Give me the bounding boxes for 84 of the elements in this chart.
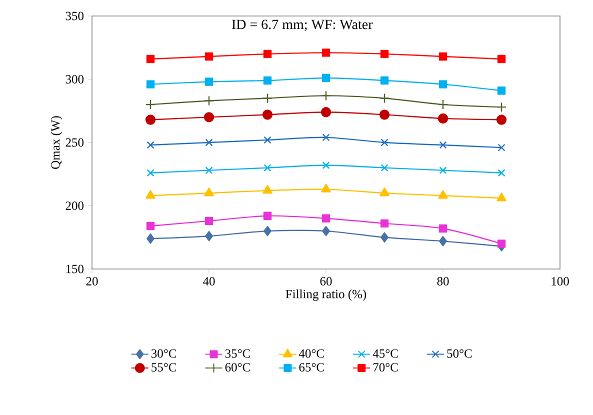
point [146,80,155,88]
point [145,99,156,110]
point [320,90,332,101]
point [321,184,331,192]
point [264,164,272,172]
point [380,232,388,242]
point [438,190,448,199]
point [204,78,214,86]
y-tick-label: 250 [66,138,84,147]
point [439,236,447,246]
point [262,184,272,194]
point [146,222,155,230]
point [205,166,213,174]
point [380,164,388,172]
point [146,190,156,199]
point [498,169,506,177]
point [496,102,507,112]
point [380,219,389,228]
legend-label: 45°C [372,349,398,358]
x-tick-label: 40 [203,277,215,286]
point [438,113,448,124]
x-tick-label: 80 [437,277,449,286]
point [146,54,155,64]
y-axis-title: Qmax (W) [50,116,62,169]
point [320,107,332,118]
point [439,141,447,149]
point [322,134,330,142]
point [262,93,273,104]
point [205,231,213,242]
point [322,226,330,236]
point [380,76,389,85]
y-tick-label: 200 [66,202,84,210]
point [497,54,506,64]
point [204,52,214,61]
legend-label: 30°C [151,349,176,358]
point [264,226,272,236]
point [322,74,330,82]
point [380,187,390,196]
x-tick-label: 20 [86,277,98,286]
point [438,99,448,110]
point [379,110,390,120]
x-tick-label: 60 [320,277,332,286]
point [204,216,214,226]
legend-label: 70°C [373,363,398,372]
point [263,76,272,85]
point [496,114,507,125]
point [380,50,389,58]
point [438,224,448,233]
point [146,169,154,177]
point [204,112,214,122]
point [145,114,156,125]
y-tick-label: 300 [66,75,84,84]
point [496,192,506,202]
point [205,138,213,146]
point [498,144,506,152]
point [438,52,448,61]
point [262,110,273,120]
x-tick-label: 100 [552,277,569,286]
point [146,141,154,149]
annotation: ID = 6.7 mm; WF: Water [232,20,373,32]
point [380,138,388,146]
point [439,166,447,174]
x-axis-title: Filling ratio (%) [286,290,366,301]
point [263,212,272,220]
point [322,161,330,170]
point [146,234,154,244]
legend-label: 60°C [225,363,250,372]
point [497,240,506,248]
y-tick-label: 150 [66,264,84,274]
point [204,187,214,196]
legend-label: 35°C [225,349,250,358]
y-tick-label: 350 [66,12,84,20]
legend-label: 40°C [298,349,324,358]
legend-label: 65°C [299,363,324,372]
point [438,80,448,88]
point [322,48,330,57]
point [263,50,272,58]
legend-label: 55°C [152,363,176,372]
point [322,214,330,222]
point [379,93,390,104]
point [264,136,272,144]
legend-label: 50°C [447,349,472,358]
point [497,86,506,95]
point [204,96,214,106]
